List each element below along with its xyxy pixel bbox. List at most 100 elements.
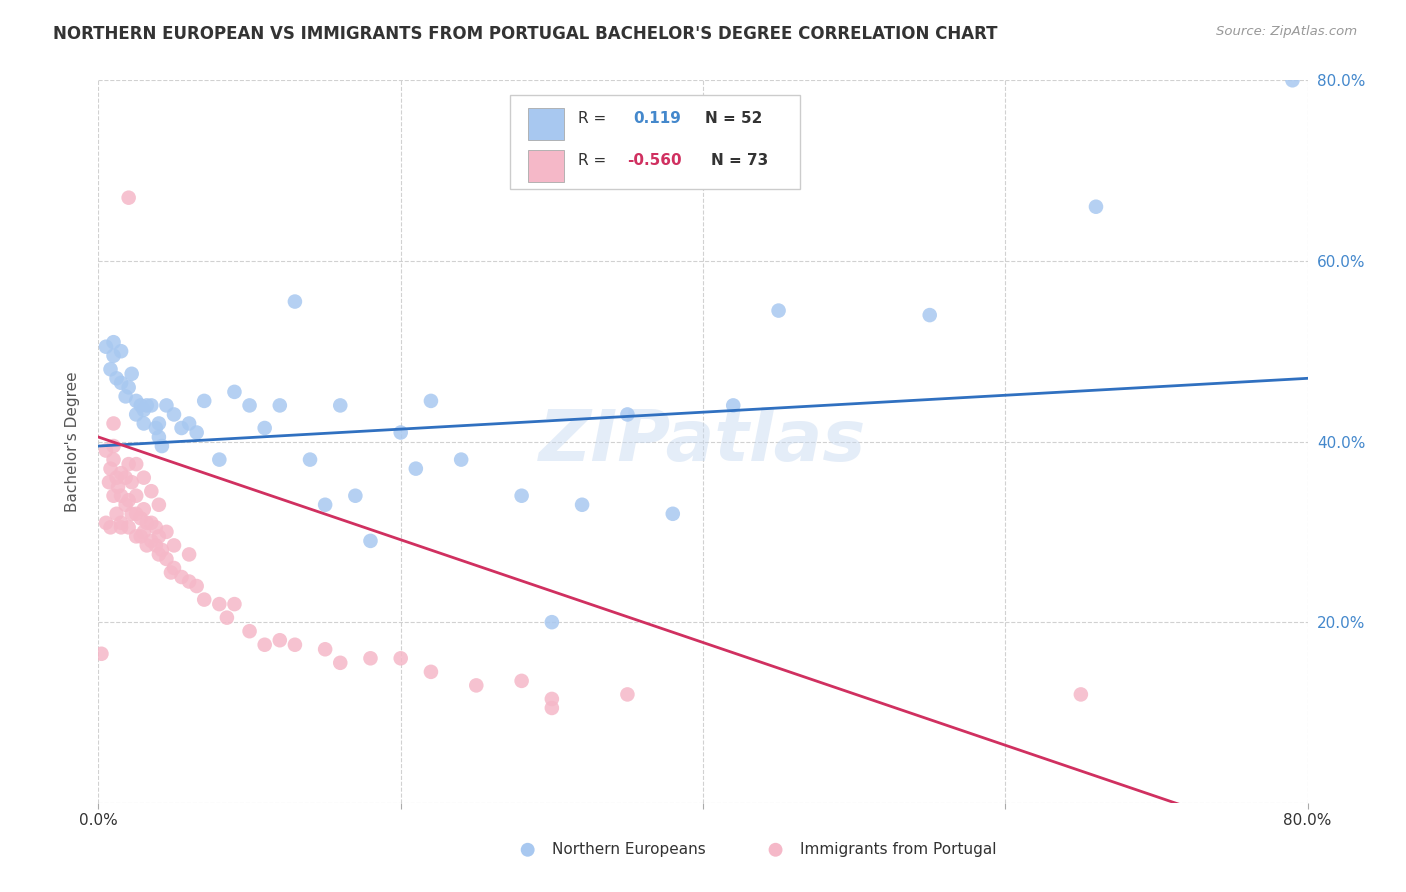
Point	[918, 308, 941, 322]
Point	[103, 489, 125, 503]
Point	[450, 452, 472, 467]
Point	[125, 408, 148, 422]
Point	[179, 417, 201, 431]
Point	[420, 665, 443, 679]
Point	[155, 398, 177, 412]
Point	[125, 393, 148, 408]
Point	[155, 552, 177, 566]
Point	[269, 633, 291, 648]
Point	[114, 471, 136, 485]
Point	[163, 538, 186, 552]
Point	[208, 597, 231, 611]
Point	[208, 452, 231, 467]
Point	[118, 380, 141, 394]
Point	[125, 457, 148, 471]
Point	[155, 524, 177, 539]
Point	[1281, 73, 1303, 87]
Point	[616, 687, 638, 701]
Point	[118, 493, 141, 508]
Point	[121, 475, 143, 490]
Point	[114, 389, 136, 403]
Point	[616, 408, 638, 422]
Point	[420, 393, 443, 408]
Text: Northern Europeans: Northern Europeans	[551, 842, 706, 857]
Point	[148, 430, 170, 444]
Point	[103, 417, 125, 431]
Point	[624, 855, 647, 869]
Point	[129, 511, 152, 525]
Point	[148, 548, 170, 562]
Point	[110, 344, 132, 359]
Point	[103, 349, 125, 363]
Point	[100, 461, 122, 475]
Point	[107, 480, 129, 494]
Point	[100, 520, 122, 534]
Point	[186, 579, 208, 593]
Point	[141, 398, 163, 412]
Point	[360, 533, 382, 548]
Point	[179, 574, 201, 589]
Point	[224, 384, 246, 399]
Point	[284, 294, 307, 309]
Point	[239, 624, 262, 639]
Point	[141, 484, 163, 499]
Point	[110, 466, 132, 480]
Y-axis label: Bachelor's Degree: Bachelor's Degree	[65, 371, 80, 512]
Point	[94, 443, 117, 458]
Point	[540, 615, 562, 630]
Point	[253, 638, 276, 652]
Point	[1070, 687, 1092, 701]
Point	[540, 692, 562, 706]
Point	[132, 403, 155, 417]
Point	[148, 417, 170, 431]
Point	[329, 656, 352, 670]
Text: N = 52: N = 52	[706, 112, 763, 127]
Point	[934, 855, 956, 869]
Point	[135, 538, 157, 552]
Text: N = 73: N = 73	[711, 153, 769, 169]
Point	[103, 335, 125, 350]
Point	[510, 673, 533, 688]
Point	[215, 610, 238, 624]
Text: ZIPatlas: ZIPatlas	[540, 407, 866, 476]
Point	[193, 393, 215, 408]
Bar	[527, 150, 564, 182]
Point	[105, 371, 128, 385]
Point	[540, 701, 562, 715]
Point	[269, 398, 291, 412]
Point	[118, 191, 141, 205]
Point	[314, 642, 336, 657]
Point	[125, 507, 148, 521]
Point	[571, 498, 593, 512]
Point	[141, 516, 163, 530]
Point	[121, 507, 143, 521]
Point	[103, 439, 125, 453]
Point	[253, 421, 276, 435]
FancyBboxPatch shape	[509, 95, 800, 189]
Text: R =: R =	[578, 112, 607, 127]
Point	[186, 425, 208, 440]
Point	[145, 520, 167, 534]
Point	[170, 421, 193, 435]
Point	[224, 597, 246, 611]
Point	[163, 408, 186, 422]
Point	[114, 498, 136, 512]
Point	[170, 570, 193, 584]
Point	[94, 516, 117, 530]
Point	[314, 498, 336, 512]
Point	[284, 638, 307, 652]
Point	[125, 529, 148, 543]
Text: NORTHERN EUROPEAN VS IMMIGRANTS FROM PORTUGAL BACHELOR'S DEGREE CORRELATION CHAR: NORTHERN EUROPEAN VS IMMIGRANTS FROM POR…	[53, 25, 998, 43]
Point	[135, 516, 157, 530]
Point	[405, 461, 427, 475]
Text: 0.119: 0.119	[633, 112, 681, 127]
Point	[110, 376, 132, 390]
Point	[145, 421, 167, 435]
Point	[110, 516, 132, 530]
Point	[110, 520, 132, 534]
Point	[105, 507, 128, 521]
Point	[360, 651, 382, 665]
Point	[768, 303, 790, 318]
Point	[94, 340, 117, 354]
Point	[465, 678, 488, 692]
